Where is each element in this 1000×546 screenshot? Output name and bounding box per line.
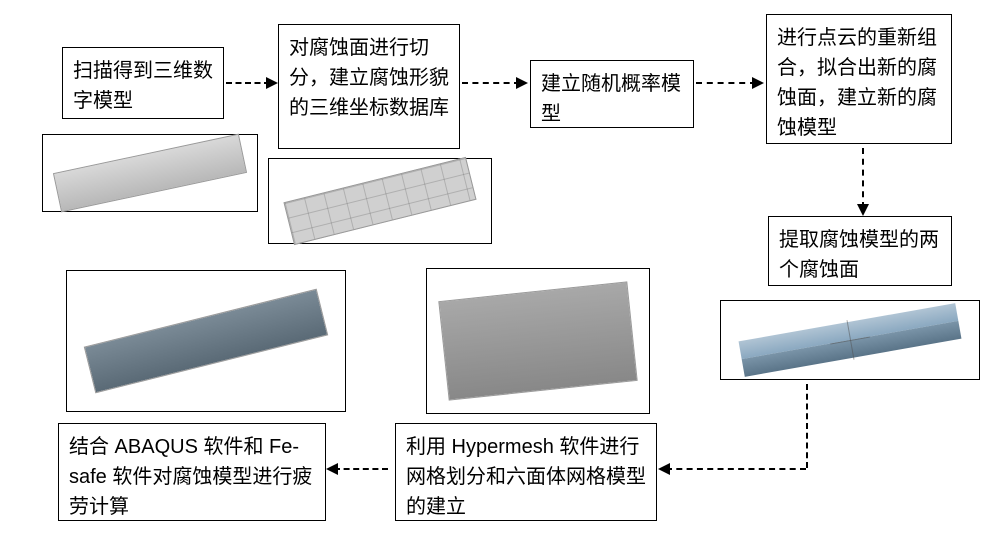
step-text: 扫描得到三维数字模型 bbox=[73, 60, 213, 112]
step-text: 进行点云的重新组合，拟合出新的腐蚀面，建立新的腐蚀模型 bbox=[777, 27, 937, 139]
flowchart-step-4: 进行点云的重新组合，拟合出新的腐蚀面，建立新的腐蚀模型 bbox=[766, 14, 952, 144]
flowchart-step-7: 结合 ABAQUS 软件和 Fe-safe 软件对腐蚀模型进行疲劳计算 bbox=[58, 423, 326, 521]
flowchart-step-2: 对腐蚀面进行切分，建立腐蚀形貌的三维坐标数据库 bbox=[278, 24, 460, 149]
model-image-2 bbox=[268, 158, 492, 244]
arrow-5-to-6-v bbox=[806, 384, 808, 468]
step-text: 利用 Hypermesh 软件进行网格划分和六面体网格模型的建立 bbox=[406, 436, 646, 518]
model-image-5 bbox=[66, 270, 346, 412]
plate-icon bbox=[438, 281, 637, 400]
plate-split-icon bbox=[739, 303, 962, 377]
flowchart-step-3: 建立随机概率模型 bbox=[530, 60, 694, 128]
arrow-4-to-5 bbox=[862, 148, 864, 208]
arrow-3-to-4 bbox=[696, 82, 756, 84]
flowchart-step-5: 提取腐蚀模型的两个腐蚀面 bbox=[768, 216, 952, 286]
flowchart-step-1: 扫描得到三维数字模型 bbox=[62, 47, 224, 119]
step-text: 建立随机概率模型 bbox=[541, 73, 681, 125]
arrow-5-to-6-h bbox=[666, 468, 806, 470]
flowchart-step-6: 利用 Hypermesh 软件进行网格划分和六面体网格模型的建立 bbox=[395, 423, 657, 521]
plate-icon bbox=[53, 134, 247, 213]
step-text: 对腐蚀面进行切分，建立腐蚀形貌的三维坐标数据库 bbox=[289, 37, 449, 119]
arrow-2-to-3 bbox=[462, 82, 520, 84]
plate-icon bbox=[84, 289, 328, 394]
arrow-1-to-2 bbox=[226, 82, 270, 84]
step-text: 提取腐蚀模型的两个腐蚀面 bbox=[779, 229, 939, 281]
cross-marker-icon bbox=[827, 317, 873, 363]
step-text: 结合 ABAQUS 软件和 Fe-safe 软件对腐蚀模型进行疲劳计算 bbox=[69, 436, 312, 518]
model-image-4 bbox=[426, 268, 650, 414]
arrow-6-to-7 bbox=[334, 468, 388, 470]
model-image-1 bbox=[42, 134, 258, 212]
model-image-3 bbox=[720, 300, 980, 380]
plate-grid-icon bbox=[283, 157, 476, 245]
